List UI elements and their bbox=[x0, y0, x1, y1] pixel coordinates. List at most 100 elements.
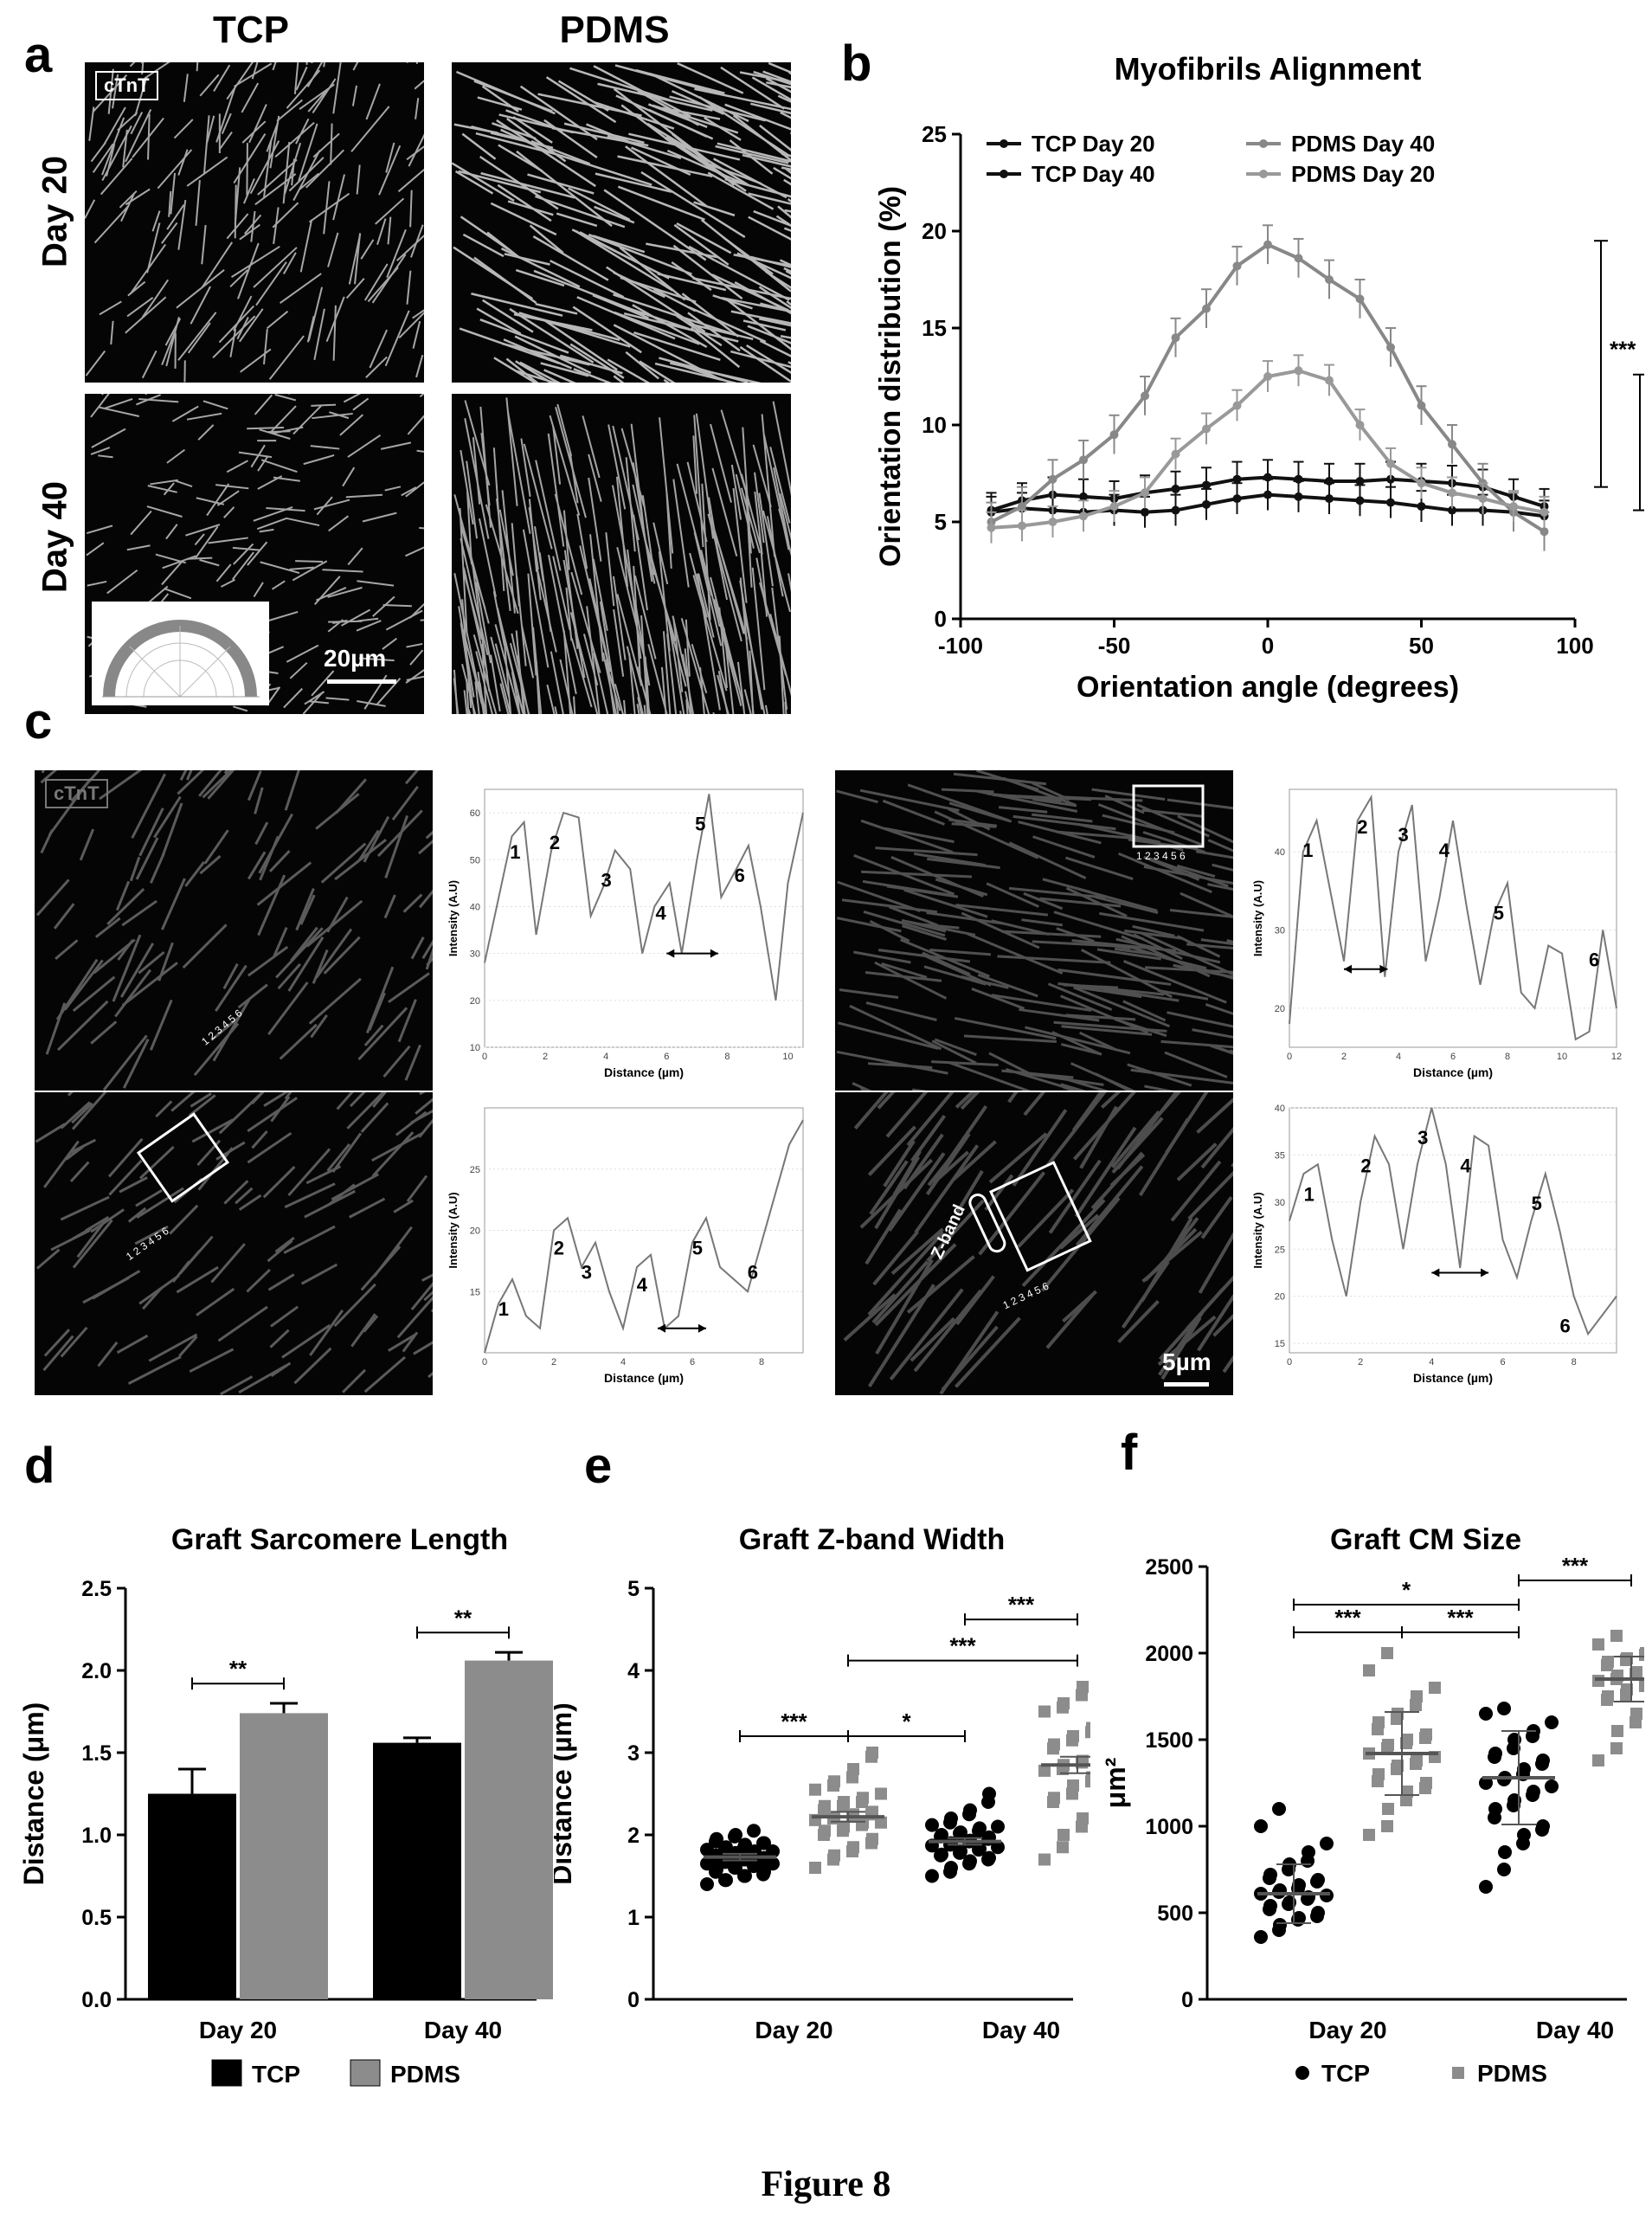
data-point bbox=[1325, 275, 1334, 284]
fibril-stroke bbox=[262, 1166, 296, 1199]
fibril-stroke bbox=[1100, 1092, 1122, 1110]
fibril-stroke bbox=[234, 184, 237, 239]
fibril-stroke bbox=[947, 807, 991, 831]
legend-label: TCP bbox=[1321, 2060, 1370, 2087]
data-point bbox=[1079, 455, 1088, 465]
data-point bbox=[1372, 1768, 1385, 1780]
fibril-stroke bbox=[479, 155, 559, 210]
fibril-stroke bbox=[1212, 863, 1233, 872]
data-point bbox=[1420, 1777, 1432, 1789]
significance-label: *** bbox=[781, 1709, 807, 1734]
fibril-stroke bbox=[215, 484, 249, 490]
fibril-stroke bbox=[619, 246, 686, 301]
fibril-stroke bbox=[754, 472, 765, 544]
fibril-stroke bbox=[543, 319, 618, 371]
fibril-stroke bbox=[238, 1194, 262, 1211]
fibril-stroke bbox=[309, 1309, 344, 1356]
fibril-stroke bbox=[53, 903, 75, 930]
data-point bbox=[1392, 1708, 1404, 1720]
fibril-stroke bbox=[1122, 1000, 1167, 1022]
fibril-stroke bbox=[1180, 891, 1233, 918]
fibril-stroke bbox=[543, 369, 576, 383]
fibril-stroke bbox=[413, 1341, 433, 1355]
plot-frame bbox=[484, 788, 804, 1048]
fibril-stroke bbox=[387, 216, 392, 245]
fibril-stroke bbox=[515, 268, 565, 287]
fibril-stroke bbox=[1012, 1109, 1068, 1187]
fibril-stroke bbox=[280, 273, 322, 304]
data-point bbox=[1411, 1690, 1423, 1702]
fibril-stroke bbox=[312, 412, 353, 420]
data-point bbox=[1232, 474, 1242, 484]
y-tick-label: 2.5 bbox=[81, 1577, 112, 1601]
fibril-stroke bbox=[922, 951, 971, 976]
stain-tag-ctnt: cTnT bbox=[45, 779, 108, 808]
fibril-stroke bbox=[742, 153, 791, 168]
fibril-stroke bbox=[630, 146, 691, 177]
fibril-stroke bbox=[954, 1016, 1057, 1040]
fibril-stroke bbox=[313, 499, 350, 511]
fibril-stroke bbox=[688, 306, 767, 343]
fibril-stroke bbox=[748, 192, 791, 205]
fibril-stroke bbox=[299, 219, 313, 273]
fibril-stroke bbox=[331, 1173, 379, 1201]
peak-label: 6 bbox=[1589, 949, 1599, 971]
fibril-stroke bbox=[477, 681, 488, 714]
fibril-stroke bbox=[717, 670, 729, 714]
fibril-stroke bbox=[1057, 968, 1172, 986]
fibril-stroke bbox=[171, 405, 199, 422]
x-tick-label: 2 bbox=[543, 1052, 548, 1062]
fibril-stroke bbox=[395, 1110, 427, 1136]
fibril-stroke bbox=[568, 187, 631, 222]
fibril-stroke bbox=[473, 256, 537, 305]
fibril-stroke bbox=[210, 1243, 246, 1284]
fibril-stroke bbox=[246, 1268, 271, 1293]
fibril-stroke bbox=[322, 569, 363, 573]
fibril-stroke bbox=[1008, 841, 1087, 880]
fibril-stroke bbox=[108, 1159, 143, 1196]
fibril-stroke bbox=[521, 626, 535, 679]
fibril-stroke bbox=[92, 143, 114, 173]
fibril-stroke bbox=[623, 306, 690, 331]
data-point bbox=[1448, 440, 1456, 449]
fibril-stroke bbox=[672, 615, 687, 676]
x-tick-label: 8 bbox=[1505, 1052, 1510, 1062]
fibril-stroke bbox=[998, 806, 1048, 814]
intensity-line bbox=[484, 1119, 804, 1354]
fibril-stroke bbox=[667, 620, 685, 714]
data-point bbox=[700, 1877, 714, 1891]
data-point bbox=[819, 1799, 831, 1812]
fibril-stroke bbox=[239, 308, 264, 343]
fibril-stroke bbox=[69, 1161, 90, 1183]
fibril-stroke bbox=[592, 293, 649, 319]
legend-marker bbox=[1000, 139, 1008, 148]
fibril-stroke bbox=[407, 415, 424, 435]
fibril-stroke bbox=[633, 514, 649, 611]
fibril-stroke bbox=[267, 981, 309, 1036]
fibril-stroke bbox=[357, 700, 386, 707]
fibril-stroke bbox=[292, 150, 321, 202]
fibril-stroke bbox=[1164, 1051, 1228, 1078]
fibril-stroke bbox=[119, 1176, 148, 1194]
fibril-stroke bbox=[305, 149, 344, 189]
fibril-stroke bbox=[1075, 1165, 1144, 1247]
fibril-stroke bbox=[144, 62, 170, 80]
fibril-stroke bbox=[1133, 933, 1183, 961]
fibril-stroke bbox=[746, 344, 791, 374]
fibril-stroke bbox=[691, 643, 708, 694]
x-tick-label: 4 bbox=[1396, 1052, 1401, 1062]
fibril-stroke bbox=[632, 462, 653, 582]
peak-label: 6 bbox=[1559, 1316, 1570, 1337]
fibril-stroke bbox=[607, 424, 627, 510]
data-point bbox=[1067, 1779, 1079, 1792]
fibril-stroke bbox=[127, 1355, 182, 1385]
fibril-stroke bbox=[758, 286, 791, 310]
peak-label: 2 bbox=[1360, 1155, 1371, 1177]
fibril-stroke bbox=[257, 455, 269, 472]
y-tick-label: 0.5 bbox=[81, 1906, 112, 1930]
fibril-stroke bbox=[472, 634, 498, 714]
fibril-stroke bbox=[777, 205, 791, 219]
fibril-stroke bbox=[360, 239, 375, 260]
fibril-stroke bbox=[494, 624, 513, 685]
fibril-stroke bbox=[222, 962, 239, 990]
